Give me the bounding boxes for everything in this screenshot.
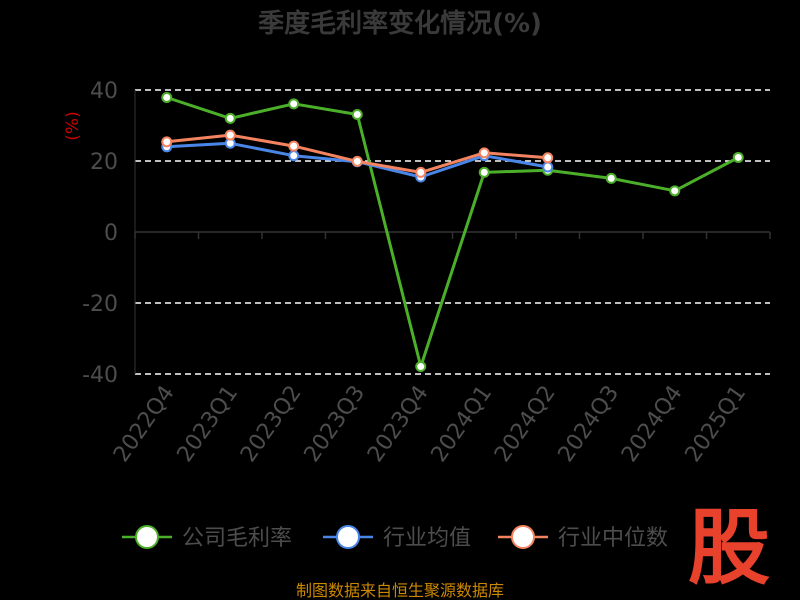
chart-title: 季度毛利率变化情况(%) xyxy=(258,8,542,39)
x-tick-label: 2024Q2 xyxy=(490,381,561,467)
y-tick-label: 20 xyxy=(90,150,118,175)
data-point xyxy=(351,155,363,167)
data-point xyxy=(542,152,554,164)
x-tick-label: 2024Q4 xyxy=(617,381,688,467)
data-point xyxy=(732,151,744,163)
legend: 公司毛利率 行业均值 行业中位数 xyxy=(122,525,668,551)
series-lines xyxy=(161,91,744,373)
data-point xyxy=(161,136,173,148)
data-point xyxy=(224,129,236,141)
legend-marker xyxy=(511,525,535,549)
data-point xyxy=(669,185,681,197)
series-line xyxy=(166,96,739,368)
x-tick-label: 2023Q2 xyxy=(236,381,307,467)
x-tick-label: 2023Q4 xyxy=(363,381,434,467)
x-tick-labels: 2022Q42023Q12023Q22023Q32023Q42024Q12024… xyxy=(109,381,751,467)
data-point xyxy=(478,147,490,159)
x-tick-label: 2025Q1 xyxy=(681,381,752,467)
y-tick-labels: 40 20 0 -20 -40 xyxy=(82,79,118,388)
data-point xyxy=(415,166,427,178)
data-point xyxy=(288,140,300,152)
legend-item-1: 行业均值 xyxy=(323,525,471,551)
legend-item-0: 公司毛利率 xyxy=(122,525,292,551)
x-tick-label: 2022Q4 xyxy=(109,381,180,467)
data-point xyxy=(415,361,427,373)
series-0 xyxy=(161,91,744,373)
data-point xyxy=(288,150,300,162)
data-point xyxy=(351,108,363,120)
data-point xyxy=(478,166,490,178)
x-axis xyxy=(134,90,771,374)
series-2 xyxy=(161,129,554,178)
x-tick-label: 2023Q3 xyxy=(300,381,371,467)
legend-label: 行业中位数 xyxy=(558,526,668,551)
y-axis-unit: (%) xyxy=(63,111,83,140)
legend-marker xyxy=(135,525,159,549)
x-tick-label: 2023Q1 xyxy=(173,381,244,467)
x-tick-label: 2024Q3 xyxy=(554,381,625,467)
data-point xyxy=(161,91,173,103)
data-point xyxy=(605,172,617,184)
legend-marker xyxy=(336,525,360,549)
data-point xyxy=(542,161,554,173)
y-tick-label: 40 xyxy=(90,79,118,104)
y-tick-label: -40 xyxy=(82,363,118,388)
brand-logo: 股 xyxy=(688,501,770,596)
legend-label: 公司毛利率 xyxy=(182,526,292,551)
data-point xyxy=(224,112,236,124)
data-source-note: 制图数据来自恒生聚源数据库 xyxy=(296,581,504,600)
grid-lines xyxy=(135,89,770,375)
y-tick-label: 0 xyxy=(104,221,118,246)
x-tick-label: 2024Q1 xyxy=(427,381,498,467)
legend-item-2: 行业中位数 xyxy=(498,525,668,551)
legend-label: 行业均值 xyxy=(383,526,471,551)
y-tick-label: -20 xyxy=(82,292,118,317)
data-point xyxy=(288,98,300,110)
